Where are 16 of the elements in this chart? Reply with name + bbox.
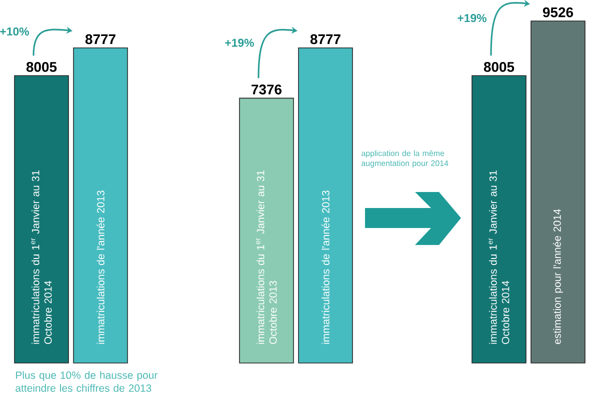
data-label: 8005 xyxy=(26,62,57,72)
category-label: immatriculations du 1$^{er}$ Janvier au 31 Octobre 2014 xyxy=(488,170,510,344)
x-tick-label: immatriculations de l'année 2013 xyxy=(322,190,330,344)
data-label: 8777 xyxy=(310,34,340,44)
data-label: 8005 xyxy=(484,62,514,72)
annotation: +19% xyxy=(458,14,486,22)
data-label: 8777 xyxy=(85,34,116,44)
text: +19% xyxy=(225,38,254,47)
x-tick-label: immatriculations de l'année 2013 xyxy=(96,190,104,344)
category-label: immatriculations du 1$^{er}$ Janvier au 31 Octobre 2013 xyxy=(256,170,277,344)
text: +10% xyxy=(0,27,29,36)
category-label: immatriculations du 1$^{er}$ Janvier au 31 Octobre 2014 xyxy=(31,170,52,344)
x-tick-label: estimation pour l'année 2014 xyxy=(553,209,563,344)
data-label: 9526 xyxy=(542,7,574,18)
text: Plus que 10% de hausse pour atteindre les chiffres de 2013 xyxy=(16,371,158,392)
data-label: 7376 xyxy=(252,84,282,94)
